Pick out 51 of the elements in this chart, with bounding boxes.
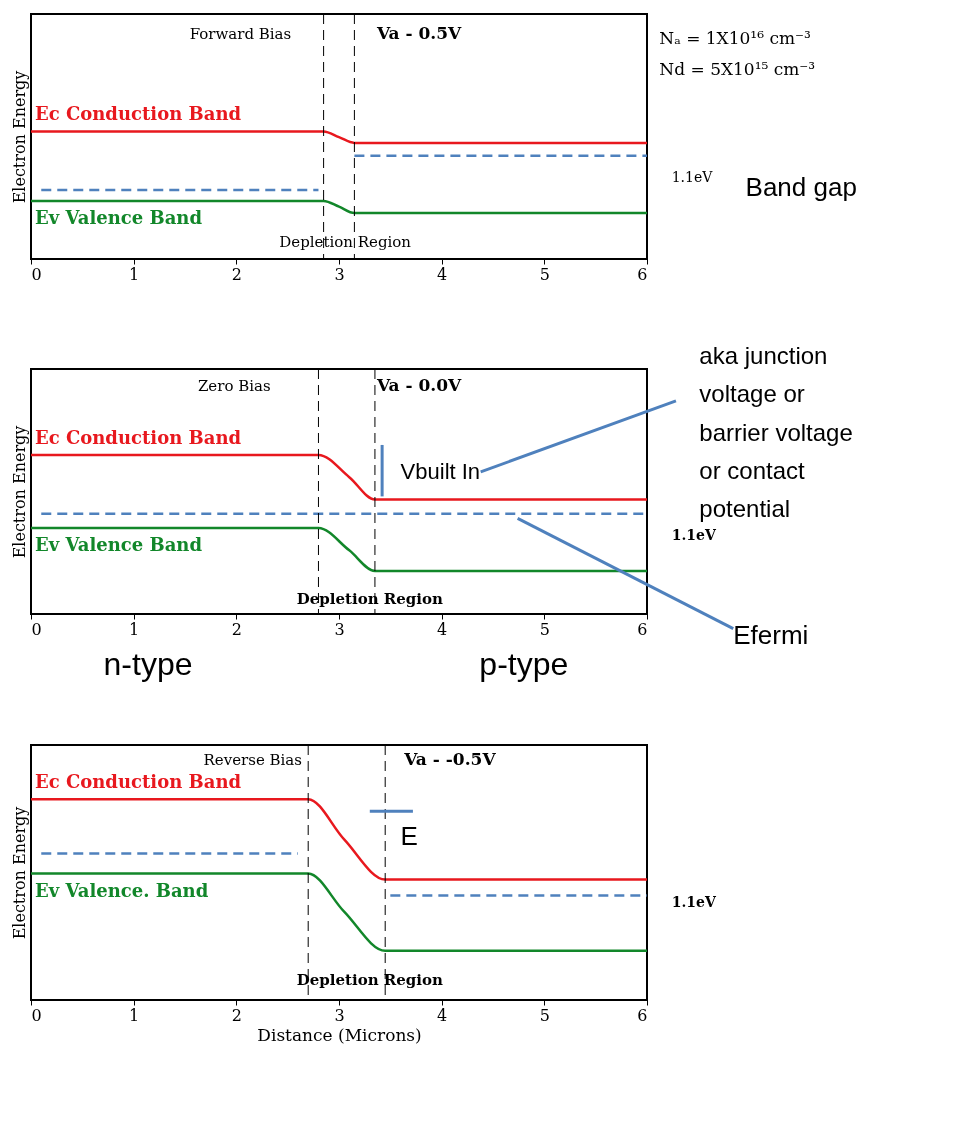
x-tick-label: 0 — [31, 619, 42, 639]
y-axis-title: Electron Energy — [9, 425, 29, 559]
text: 1.1eV — [671, 169, 714, 186]
text: Va - 0.5V — [375, 22, 463, 43]
x-tick-label: 3 — [334, 1005, 345, 1025]
text: Nd = 5X10¹⁵ cm⁻³ — [659, 59, 816, 80]
annotation: Depletion Region — [296, 590, 443, 609]
series-label: Ec Conduction Band — [35, 426, 242, 448]
text: 1.1eV — [671, 894, 717, 911]
x-tick-label: 1 — [129, 1005, 140, 1025]
x-tick-label: 5 — [539, 619, 550, 639]
x-tick-label: 2 — [231, 264, 242, 284]
x-tick-label: 4 — [437, 1005, 448, 1025]
text: Efermi — [733, 620, 809, 651]
y-axis-title: Electron Energy — [9, 806, 29, 940]
x-tick-label: 5 — [539, 1005, 550, 1025]
x-tick-label: 3 — [334, 619, 345, 639]
series-label: Ev Valence. Band — [35, 879, 209, 901]
x-tick-label: 6 — [637, 1005, 648, 1025]
text: Forward Bias — [189, 24, 292, 43]
text: Va - 0.0V — [375, 375, 463, 396]
annotation: Vbuilt In — [400, 458, 481, 484]
x-tick-label: 3 — [334, 264, 345, 284]
text: n-type — [103, 646, 193, 683]
x-tick-label: 2 — [231, 1005, 242, 1025]
x-tick-label: 6 — [637, 264, 648, 284]
text: p-type — [479, 646, 569, 683]
x-tick-label: 4 — [437, 264, 448, 284]
text: Nₐ = 1X10¹⁶ cm⁻³ — [659, 27, 811, 48]
x-tick-label: 1 — [129, 619, 140, 639]
x-tick-label: 4 — [437, 619, 448, 639]
x-tick-label: 6 — [637, 619, 648, 639]
text: Zero Bias — [197, 377, 271, 396]
annotation: E — [400, 820, 418, 851]
series-label: Ev Valence Band — [35, 534, 203, 556]
text: Reverse Bias — [203, 751, 303, 770]
x-tick-label: 0 — [31, 1005, 42, 1025]
x-axis-title: Distance (Microns) — [257, 1024, 422, 1045]
series-label: Ec Conduction Band — [35, 771, 242, 793]
x-tick-label: 2 — [231, 619, 242, 639]
text: 1.1eV — [671, 526, 717, 543]
text: aka junction voltage or barrier voltage or contact potential — [699, 341, 853, 523]
text: Band gap — [745, 171, 857, 202]
x-tick-label: 5 — [539, 264, 550, 284]
series-label: Ec Conduction Band — [35, 103, 242, 125]
text: Va - -0.5V — [403, 749, 497, 770]
y-axis-title: Electron Energy — [9, 70, 29, 204]
series-label: Ev Valence Band — [35, 206, 203, 228]
annotation: Depletion Region — [296, 970, 443, 989]
x-tick-label: 0 — [31, 264, 42, 284]
x-tick-label: 1 — [129, 264, 140, 284]
